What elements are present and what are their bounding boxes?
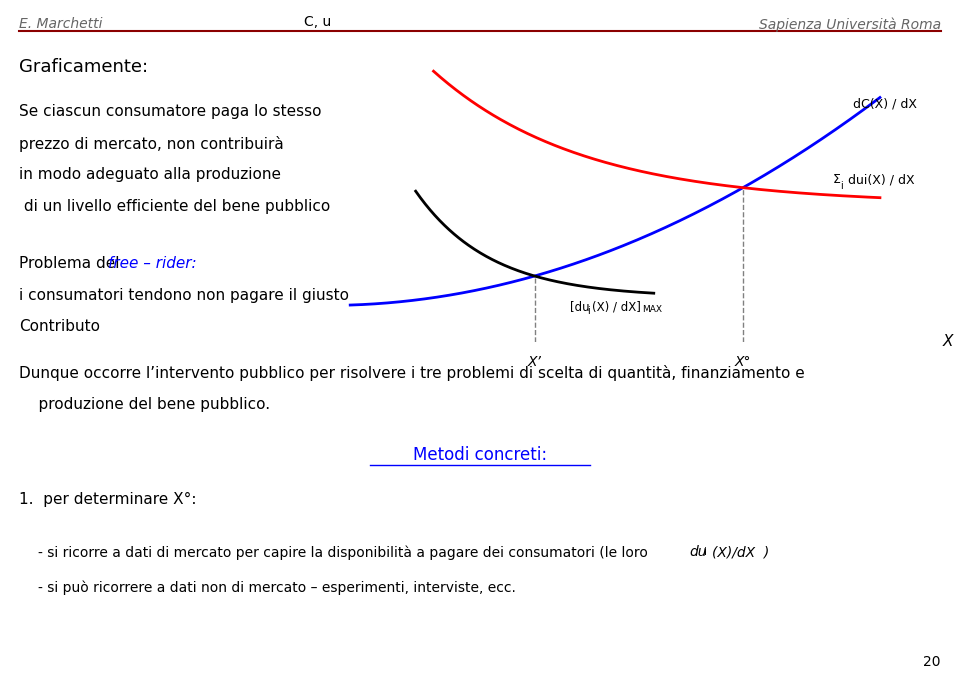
- Text: Se ciascun consumatore paga lo stesso: Se ciascun consumatore paga lo stesso: [19, 104, 322, 120]
- Text: X: X: [943, 334, 953, 349]
- Text: i: i: [588, 307, 589, 316]
- Text: dC(X) / dX: dC(X) / dX: [853, 97, 917, 110]
- Text: free – rider:: free – rider:: [108, 256, 197, 271]
- Text: [du: [du: [570, 301, 590, 313]
- Text: 20: 20: [924, 656, 941, 669]
- Text: prezzo di mercato, non contribuirà: prezzo di mercato, non contribuirà: [19, 136, 284, 152]
- Text: MAX: MAX: [642, 305, 662, 314]
- Text: Σ: Σ: [832, 173, 840, 186]
- Text: 1.  per determinare X°:: 1. per determinare X°:: [19, 492, 197, 507]
- Text: di un livello efficiente del bene pubblico: di un livello efficiente del bene pubbli…: [19, 199, 330, 214]
- Text: E. Marchetti: E. Marchetti: [19, 17, 103, 31]
- Text: Dunque occorre l’intervento pubblico per risolvere i tre problemi di scelta di q: Dunque occorre l’intervento pubblico per…: [19, 365, 804, 381]
- Text: i: i: [840, 181, 843, 191]
- Text: du: du: [689, 545, 707, 559]
- Text: Problema del: Problema del: [19, 256, 125, 271]
- Text: Graficamente:: Graficamente:: [19, 58, 149, 76]
- Text: X°: X°: [734, 355, 752, 369]
- Text: (X)/dX  ): (X)/dX ): [712, 545, 770, 559]
- Text: Contributo: Contributo: [19, 319, 100, 334]
- Text: i consumatori tendono non pagare il giusto: i consumatori tendono non pagare il gius…: [19, 288, 349, 303]
- Text: produzione del bene pubblico.: produzione del bene pubblico.: [19, 397, 271, 412]
- Text: Metodi concreti:: Metodi concreti:: [413, 446, 547, 464]
- Text: - si ricorre a dati di mercato per capire la disponibilità a pagare dei consumat: - si ricorre a dati di mercato per capir…: [38, 545, 653, 559]
- Text: C, u: C, u: [304, 15, 331, 29]
- Text: dui(X) / dX: dui(X) / dX: [844, 173, 915, 186]
- Text: X’: X’: [528, 355, 541, 369]
- Text: - si può ricorrere a dati non di mercato – esperimenti, interviste, ecc.: - si può ricorrere a dati non di mercato…: [38, 581, 516, 595]
- Text: i: i: [704, 547, 707, 557]
- Text: Sapienza Università Roma: Sapienza Università Roma: [758, 17, 941, 31]
- Text: in modo adeguato alla produzione: in modo adeguato alla produzione: [19, 167, 281, 182]
- Text: (X) / dX]: (X) / dX]: [592, 301, 640, 313]
